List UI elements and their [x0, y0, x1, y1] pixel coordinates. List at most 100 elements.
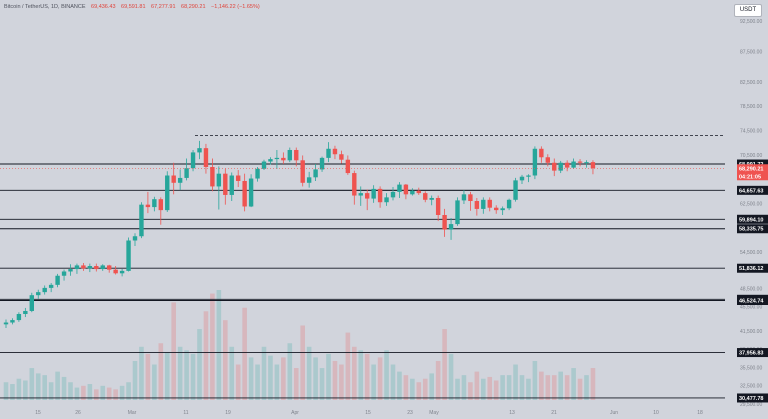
candle-body	[461, 194, 467, 201]
candle-body	[319, 157, 325, 170]
volume-bar	[461, 375, 467, 400]
level-price-label: 51,836.12	[739, 266, 763, 272]
volume-bar	[235, 364, 241, 400]
volume-bar	[145, 353, 151, 400]
candle-body	[171, 175, 176, 183]
x-tick-label: 13	[509, 410, 515, 416]
candle-body	[410, 190, 415, 195]
volume-bar	[3, 382, 9, 400]
level-price-label: 58,335.75	[739, 227, 763, 233]
candle-body	[119, 270, 125, 274]
candle-body	[584, 162, 589, 164]
candle-body	[558, 162, 563, 171]
volume-bar	[184, 350, 189, 400]
currency-unit-button[interactable]: USDT	[734, 4, 762, 17]
candle-body	[416, 190, 421, 194]
candle-body	[345, 159, 351, 174]
volume-bar	[571, 368, 576, 400]
candle-body	[158, 199, 163, 211]
volume-bar	[281, 357, 286, 400]
candle-body	[255, 168, 260, 179]
candle-body	[539, 148, 544, 158]
low-value: 67,277.91	[151, 4, 176, 10]
candle-body	[55, 275, 60, 285]
volume-bar	[584, 375, 589, 400]
y-tick-label: 92,500.00	[740, 19, 762, 25]
candle-body	[468, 194, 473, 202]
volume-bar	[442, 329, 447, 400]
candle-body	[571, 161, 576, 168]
candle-body	[184, 168, 189, 178]
volume-bar	[474, 371, 480, 400]
volume-bar	[126, 382, 131, 400]
close-value: 68,290.21	[181, 4, 206, 10]
volume-bar	[29, 368, 35, 400]
y-tick-label: 74,500.00	[740, 129, 762, 135]
volume-bar	[384, 350, 389, 400]
level-price-label: 37,956.83	[739, 351, 763, 357]
candle-body	[274, 157, 280, 160]
volume-bar	[577, 378, 583, 400]
open-value: 69,436.43	[91, 4, 116, 10]
candle-body	[23, 310, 28, 315]
candle-body	[564, 162, 570, 168]
candle-body	[100, 265, 105, 270]
y-tick-label: 45,500.00	[740, 305, 762, 311]
volume-bar	[526, 378, 531, 400]
x-tick-label: 18	[697, 410, 703, 416]
candle-body	[203, 148, 209, 167]
level-price-tag	[737, 185, 768, 195]
candle-body	[281, 157, 286, 161]
volume-bar	[216, 290, 222, 400]
level-price-tag	[737, 393, 768, 403]
candle-body	[268, 159, 273, 162]
level-price-tag	[737, 224, 768, 234]
volume-bar	[229, 346, 235, 400]
x-tick-label: 11	[183, 410, 188, 416]
x-tick-label: May	[429, 410, 439, 416]
candle-body	[442, 214, 447, 230]
level-price-label: 64,657.63	[739, 188, 763, 194]
y-tick-label: 87,500.00	[740, 50, 762, 56]
candle-body	[94, 266, 99, 270]
level-price-tag	[737, 159, 768, 169]
candle-body	[87, 266, 93, 269]
candle-body	[390, 191, 396, 198]
volume-bar	[319, 368, 325, 400]
candle-body	[590, 162, 596, 169]
candle-body	[487, 199, 492, 208]
y-tick-label: 48,500.00	[740, 286, 762, 292]
volume-bar	[448, 353, 454, 400]
candle-body	[68, 269, 73, 272]
candle-body	[10, 320, 15, 323]
candle-body	[126, 240, 131, 271]
change-value: −1,146.22 (−1.65%)	[211, 4, 260, 10]
volume-bar	[210, 293, 215, 400]
candle-body	[377, 188, 383, 203]
volume-bar	[358, 350, 364, 400]
y-tick-label: 62,500.00	[740, 201, 762, 207]
candle-body	[519, 176, 525, 181]
volume-bar	[203, 311, 209, 400]
volume-bar	[558, 371, 563, 400]
candle-body	[481, 199, 486, 209]
x-tick-label: 26	[75, 410, 81, 416]
candle-body	[248, 178, 254, 207]
candle-body	[139, 204, 144, 237]
volume-bar	[300, 325, 305, 400]
candle-body	[210, 166, 215, 187]
candle-body	[216, 173, 222, 187]
x-tick-label: 23	[407, 410, 413, 416]
candle-body	[61, 271, 67, 276]
volume-bar	[94, 389, 99, 400]
volume-bar	[551, 375, 557, 400]
countdown-label: 04:21:05	[739, 174, 761, 180]
volume-bar	[345, 332, 351, 400]
candle-body	[435, 197, 441, 215]
candle-body	[371, 188, 376, 199]
volume-bar	[23, 380, 28, 400]
volume-bar	[132, 360, 138, 400]
volume-bar	[435, 360, 441, 400]
candle-body	[403, 184, 409, 195]
